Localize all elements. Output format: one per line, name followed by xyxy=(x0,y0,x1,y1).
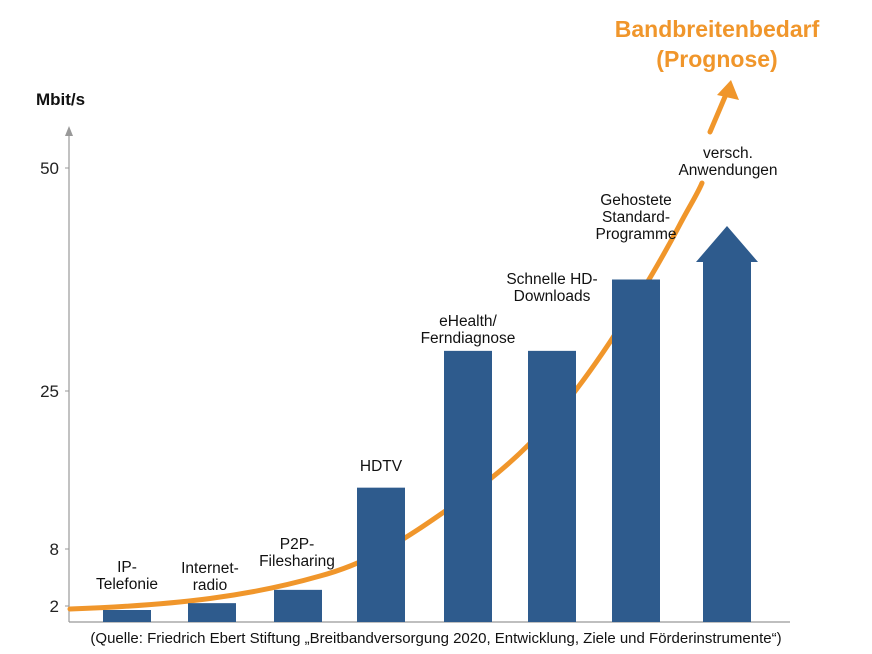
category-label: eHealth/Ferndiagnose xyxy=(421,313,516,347)
axes: 2 8 25 50 Mbit/s xyxy=(36,90,790,623)
bar xyxy=(444,350,492,622)
bar xyxy=(528,350,576,622)
category-label-line: HDTV xyxy=(360,458,403,475)
y-tick-label: 8 xyxy=(50,540,59,559)
trend-curve xyxy=(67,180,705,612)
bar xyxy=(103,610,151,622)
category-label-line: Filesharing xyxy=(259,553,335,570)
y-axis-arrow xyxy=(65,126,73,136)
category-label-line: Anwendungen xyxy=(678,162,777,179)
category-label-line: eHealth/ xyxy=(439,313,497,330)
trend-arrowhead xyxy=(717,80,739,100)
chart-title-line: Bandbreitenbedarf xyxy=(615,16,820,42)
category-label: IP-Telefonie xyxy=(96,559,158,593)
source-note: (Quelle: Friedrich Ebert Stiftung „Breit… xyxy=(90,630,781,647)
bars-layer xyxy=(103,225,758,623)
category-label-line: Ferndiagnose xyxy=(421,330,516,347)
chart-title-line: (Prognose) xyxy=(656,46,777,72)
y-tick-label: 25 xyxy=(40,382,59,401)
bar xyxy=(188,603,236,622)
bar xyxy=(357,487,405,622)
bar-arrow xyxy=(696,225,758,623)
category-label-line: Gehostete xyxy=(600,192,672,209)
trend-layer xyxy=(67,80,739,612)
y-axis-unit-label: Mbit/s xyxy=(36,90,85,109)
category-label: P2P-Filesharing xyxy=(259,536,335,570)
category-label-line: Downloads xyxy=(514,288,591,305)
category-label-line: Internet- xyxy=(181,560,239,577)
category-label-line: Telefonie xyxy=(96,576,158,593)
category-label: HDTV xyxy=(360,458,403,475)
category-label-line: Standard- xyxy=(602,209,670,226)
category-label: Schnelle HD-Downloads xyxy=(506,271,597,305)
y-tick-label: 50 xyxy=(40,159,59,178)
y-tick-label: 2 xyxy=(50,597,59,616)
category-label-line: P2P- xyxy=(280,536,314,553)
category-label-line: radio xyxy=(193,577,227,594)
trend-curve-tip xyxy=(707,89,730,135)
labels-layer: IP-Telefonie Internet-radio P2P-Filesharin… xyxy=(96,145,778,594)
category-label: Internet-radio xyxy=(181,560,239,594)
category-label-line: IP- xyxy=(117,559,137,576)
category-label-line: Schnelle HD- xyxy=(506,271,597,288)
bar xyxy=(612,279,660,622)
category-label: versch. Anwendungen xyxy=(678,145,777,179)
category-label: Gehostete Standard-Programme xyxy=(596,192,677,243)
chart-title: Bandbreitenbedarf (Prognose) xyxy=(615,16,820,72)
category-label-line: Programme xyxy=(596,226,677,243)
bar xyxy=(274,589,322,622)
category-label-line: versch. xyxy=(703,145,753,162)
title-layer: Bandbreitenbedarf (Prognose) (Quelle: Frie… xyxy=(90,16,819,647)
